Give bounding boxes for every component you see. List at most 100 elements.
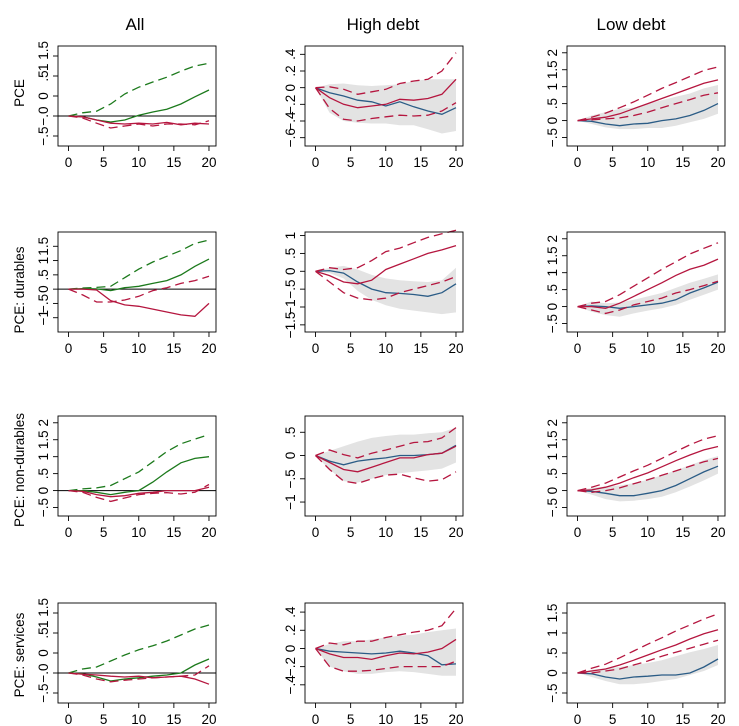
series-blue-solid-0 <box>315 647 457 666</box>
y-tick-label: 1.5 <box>36 237 51 256</box>
x-tick-label: 0 <box>574 341 582 356</box>
panel-r0-c2: 0 5 10 15 20 −.5 0 .5 1 1.5 2 <box>545 45 726 170</box>
series-red-dash-3 <box>68 275 210 303</box>
series-red-dash-3 <box>315 427 457 459</box>
x-tick-label: 5 <box>347 341 355 356</box>
x-tick-label: 0 <box>312 155 320 170</box>
x-tick-label: 20 <box>710 155 725 170</box>
confidence-band <box>315 427 456 483</box>
series-red-dash-2 <box>577 457 719 493</box>
x-tick-label: 5 <box>347 155 355 170</box>
x-tick-label: 10 <box>378 155 393 170</box>
y-tick-label: 1.5 <box>545 60 560 79</box>
x-tick-label: 5 <box>347 712 355 726</box>
panel-r2-c0: 0 5 10 15 20 −.5 0 .5 1 1.5 2 <box>36 415 216 540</box>
x-tick-label: 5 <box>609 155 617 170</box>
series-red-dash-3 <box>577 435 719 492</box>
x-tick-label: 20 <box>201 712 216 726</box>
x-tick-label: 20 <box>710 525 725 540</box>
x-tick-label: 10 <box>131 341 146 356</box>
y-tick-label: −1 <box>283 299 298 314</box>
y-tick-label: .5 <box>36 468 51 479</box>
series-green-dash-1 <box>68 62 210 117</box>
x-tick-label: 5 <box>100 712 108 726</box>
panel-r3-c2: 0 5 10 15 20 −.5 0 .5 1 1.5 <box>545 602 725 726</box>
y-tick-label: −.5 <box>36 294 51 313</box>
y-tick-label: −.2 <box>283 95 298 114</box>
y-tick-label: −.6 <box>283 128 298 147</box>
x-tick-label: 15 <box>413 341 428 356</box>
y-tick-label: −.4 <box>283 675 298 695</box>
y-tick-label: −.5 <box>545 683 560 702</box>
series-blue-solid-0 <box>577 103 719 127</box>
x-tick-label: 5 <box>100 155 108 170</box>
y-tick-label: .5 <box>545 647 560 658</box>
series-blue-solid-0 <box>315 87 457 115</box>
series-blue-solid-0 <box>577 465 719 497</box>
column-title-low-debt: Low debt <box>597 15 666 34</box>
series-red-solid-1 <box>577 258 719 309</box>
y-tick-label: 1 1.5 <box>36 598 51 628</box>
x-tick-label: 5 <box>609 341 617 356</box>
y-tick-label: −.5 <box>36 683 51 702</box>
y-tick-label: 0 <box>545 117 560 125</box>
y-tick-label: 0 <box>545 487 560 495</box>
confidence-band <box>315 628 456 676</box>
plot-frame <box>304 45 464 147</box>
confidence-band <box>315 265 456 315</box>
x-tick-label: 5 <box>609 525 617 540</box>
x-tick-label: 10 <box>640 155 655 170</box>
column-titles: All High debt Low debt <box>126 15 666 34</box>
series-red-dash-3 <box>577 66 719 122</box>
series-red-dash-2 <box>315 455 457 485</box>
x-tick-label: 15 <box>166 155 181 170</box>
x-tick-label: 10 <box>378 341 393 356</box>
x-tick-label: 0 <box>65 525 73 540</box>
series-red-solid-2 <box>68 672 210 685</box>
confidence-band <box>577 645 718 685</box>
y-tick-label: 1 <box>36 257 51 265</box>
y-tick-label: 1 <box>545 453 560 461</box>
y-tick-label: 2 <box>545 49 560 57</box>
plot-frame <box>304 231 464 333</box>
x-tick-label: 0 <box>65 155 73 170</box>
series-red-dash-2 <box>314 648 457 672</box>
y-tick-label: .5 <box>283 248 298 259</box>
y-tick-label: 1 <box>283 232 298 240</box>
x-tick-label: 5 <box>100 341 108 356</box>
plot-frame <box>57 231 217 333</box>
y-tick-label: .5 <box>36 627 51 638</box>
x-tick-label: 20 <box>710 341 725 356</box>
x-tick-label: 20 <box>201 525 216 540</box>
plot-frame <box>566 45 726 147</box>
series-red-dash-3 <box>577 242 719 308</box>
x-tick-label: 10 <box>131 712 146 726</box>
x-tick-label: 15 <box>166 525 181 540</box>
x-tick-label: 15 <box>675 712 690 726</box>
y-tick-label: 0 <box>36 487 51 495</box>
confidence-band <box>577 456 718 502</box>
y-tick-label: .5 <box>283 427 298 438</box>
y-tick-label: −.5 <box>545 128 560 147</box>
series-red-solid-1 <box>577 79 719 122</box>
panel-r0-c0: 0 5 10 15 20 −.5−.0 0 .51 1.5 <box>36 41 216 170</box>
column-title-all: All <box>126 15 145 34</box>
series-blue-solid-0 <box>577 658 719 680</box>
x-tick-label: 10 <box>378 525 393 540</box>
y-tick-label: −1 <box>283 494 298 509</box>
y-tick-label: 1 <box>545 269 560 277</box>
panel-r2-c2: 0 5 10 15 20 −.5 0 .5 1 1.5 2 <box>545 415 725 540</box>
y-tick-label: .5 <box>545 98 560 109</box>
x-tick-label: 0 <box>65 341 73 356</box>
y-tick-label: −.0 <box>36 663 51 682</box>
x-tick-label: 10 <box>131 525 146 540</box>
x-tick-label: 20 <box>201 341 216 356</box>
series-red-solid-1 <box>315 244 457 285</box>
series-red-dash-3 <box>68 483 210 503</box>
x-tick-label: 20 <box>448 712 463 726</box>
x-tick-label: 20 <box>710 712 725 726</box>
y-tick-label: −.5 <box>545 498 560 517</box>
series-green-solid-0 <box>68 258 210 292</box>
x-tick-label: 0 <box>312 712 320 726</box>
x-tick-label: 5 <box>609 712 617 726</box>
